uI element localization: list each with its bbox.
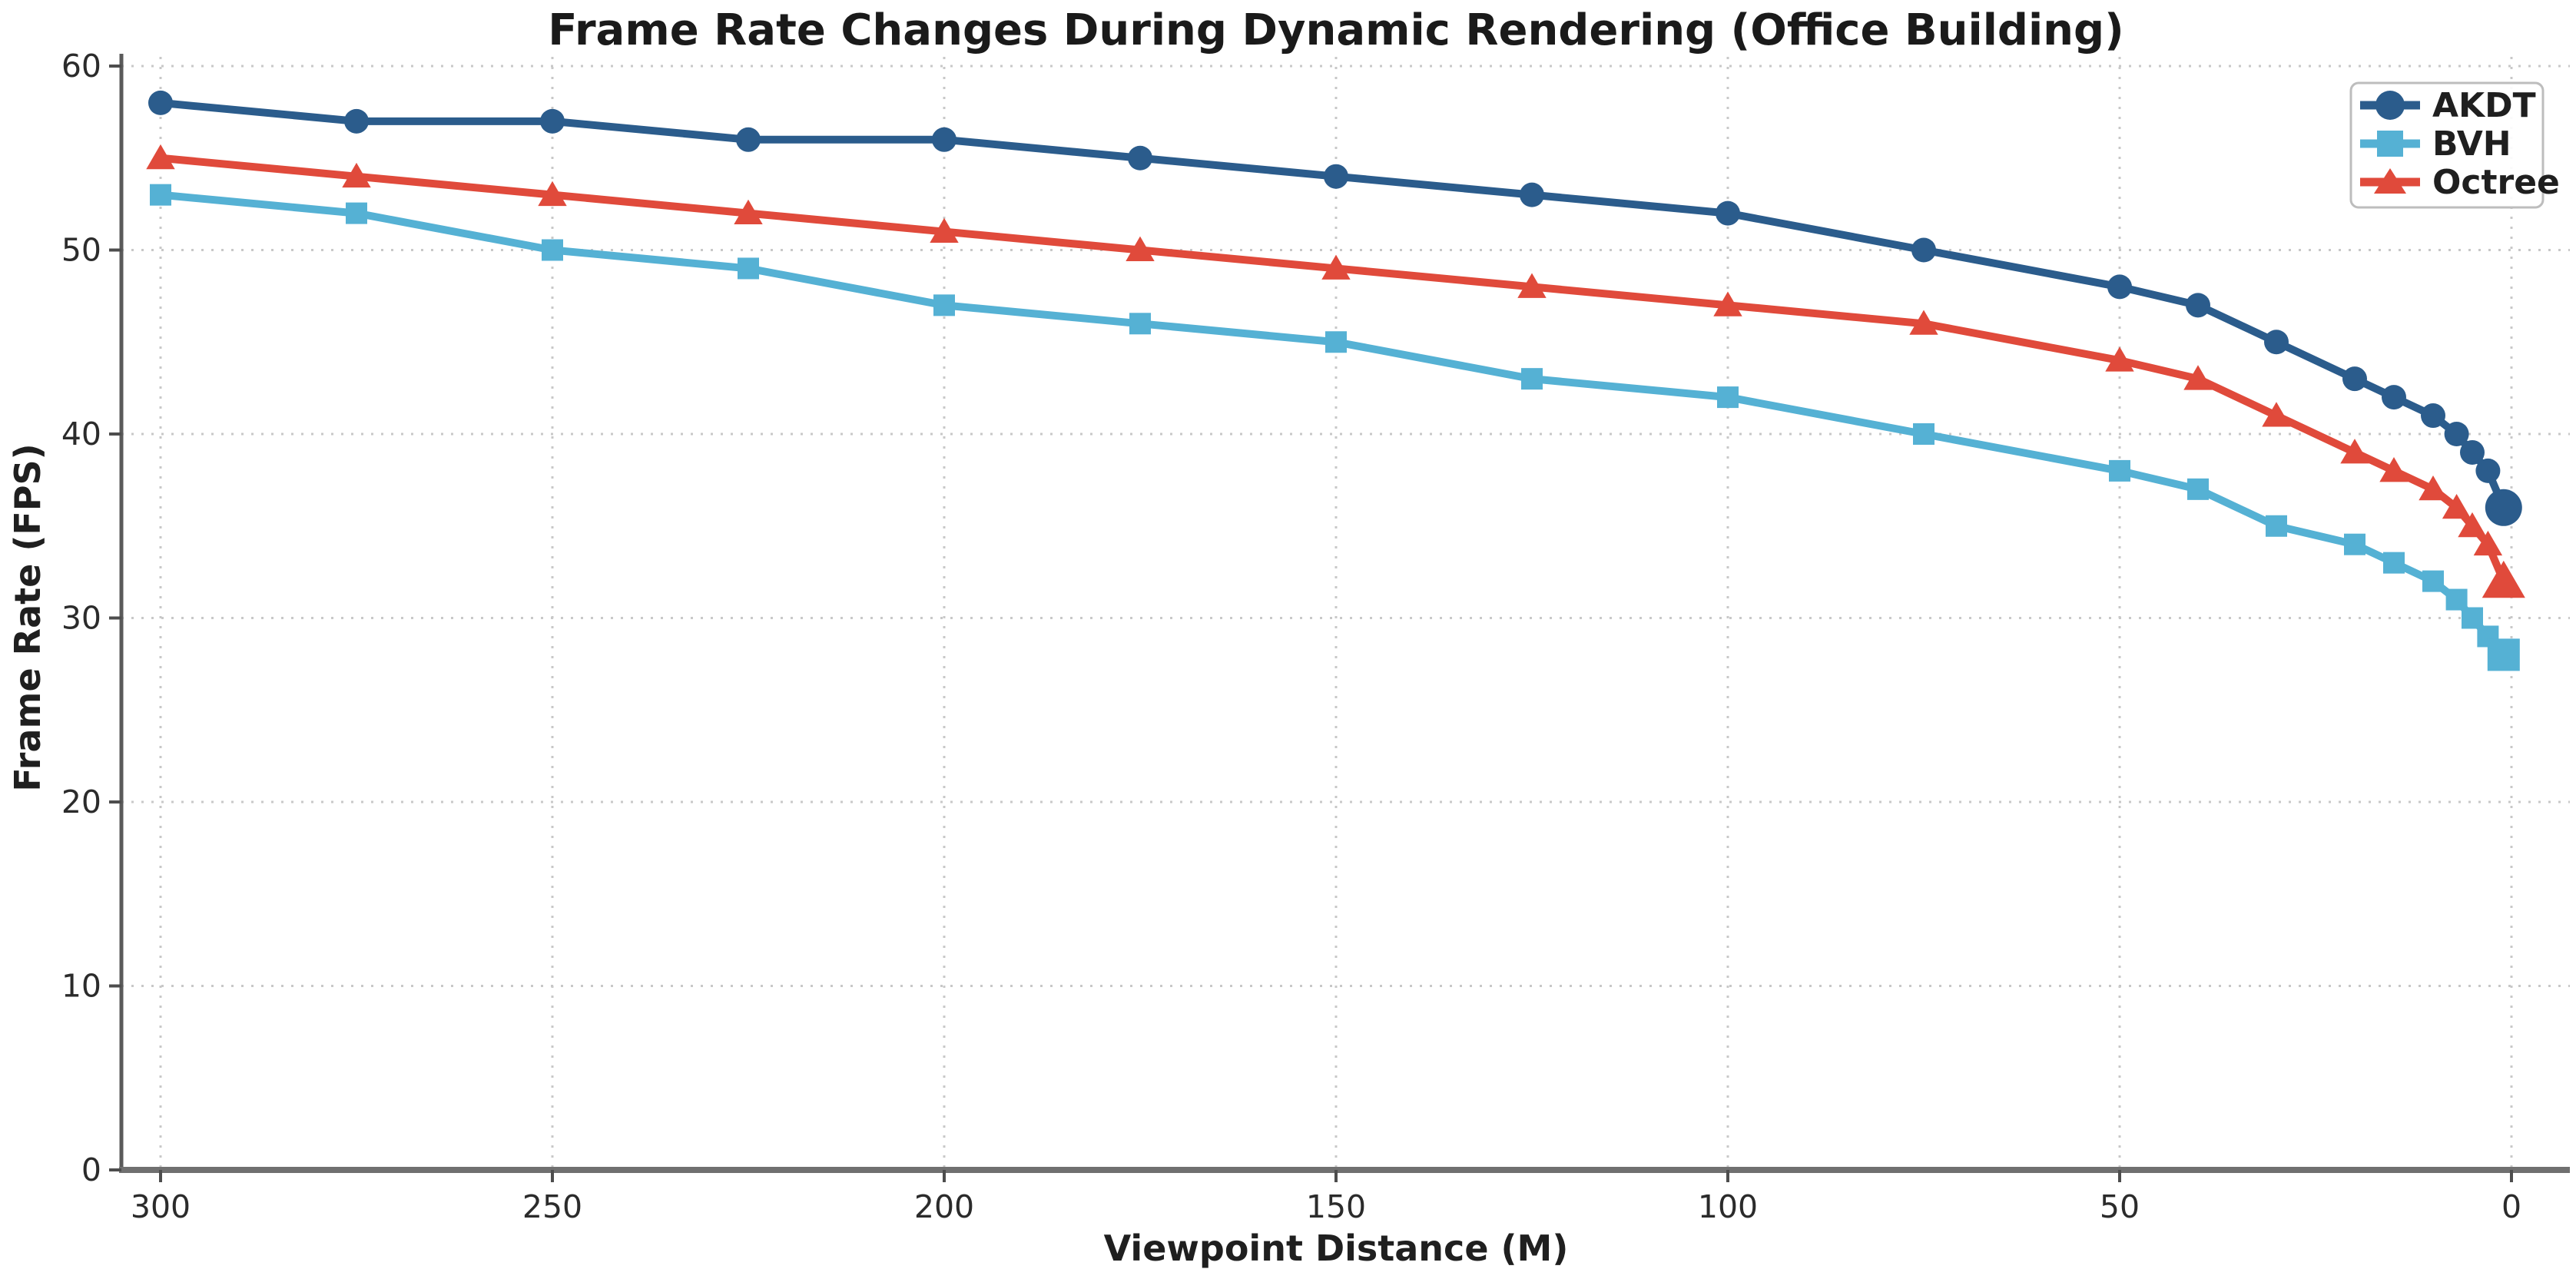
legend-item-bvh: BVH — [2360, 124, 2511, 164]
y-tick-label: 30 — [61, 600, 101, 637]
y-tick-label: 50 — [61, 232, 101, 269]
y-axis-label: Frame Rate (FPS) — [7, 443, 48, 791]
x-tick-label: 150 — [1306, 1188, 1366, 1225]
legend: AKDT BVH Octree — [2349, 81, 2560, 209]
legend-label-octree: Octree — [2432, 163, 2560, 202]
series-octree — [146, 144, 2525, 598]
y-tick-label: 10 — [61, 968, 101, 1005]
series-akdt — [148, 90, 2522, 526]
chart-title: Frame Rate Changes During Dynamic Render… — [548, 5, 2123, 55]
axis-ticks — [109, 65, 2513, 1182]
legend-item-akdt: AKDT — [2360, 86, 2536, 125]
x-tick-label: 50 — [2100, 1188, 2140, 1225]
data-series — [146, 90, 2525, 671]
x-tick-label: 200 — [914, 1188, 974, 1225]
akdt-circle-marker-icon — [2375, 91, 2405, 120]
x-tick-label: 0 — [2501, 1188, 2521, 1225]
x-tick-label: 100 — [1698, 1188, 1758, 1225]
x-axis-label: Viewpoint Distance (M) — [1104, 1228, 1569, 1269]
y-tick-label: 0 — [81, 1151, 101, 1188]
x-tick-label: 300 — [131, 1188, 191, 1225]
bvh-square-marker-icon — [2377, 131, 2403, 157]
legend-label-bvh: BVH — [2432, 124, 2511, 164]
octree-triangle-marker-icon — [2374, 168, 2406, 194]
y-tick-labels: 0 10 20 30 40 50 60 — [61, 48, 101, 1188]
y-tick-label: 60 — [61, 48, 101, 84]
legend-label-akdt: AKDT — [2432, 86, 2536, 125]
x-tick-label: 250 — [522, 1188, 582, 1225]
legend-item-octree: Octree — [2360, 163, 2560, 202]
y-tick-label: 20 — [61, 784, 101, 820]
x-tick-labels: 300 250 200 150 100 50 0 — [131, 1188, 2521, 1225]
axes-spines — [119, 54, 2570, 1173]
series-bvh — [150, 184, 2520, 671]
y-tick-label: 40 — [61, 416, 101, 452]
gridlines — [121, 57, 2570, 1171]
